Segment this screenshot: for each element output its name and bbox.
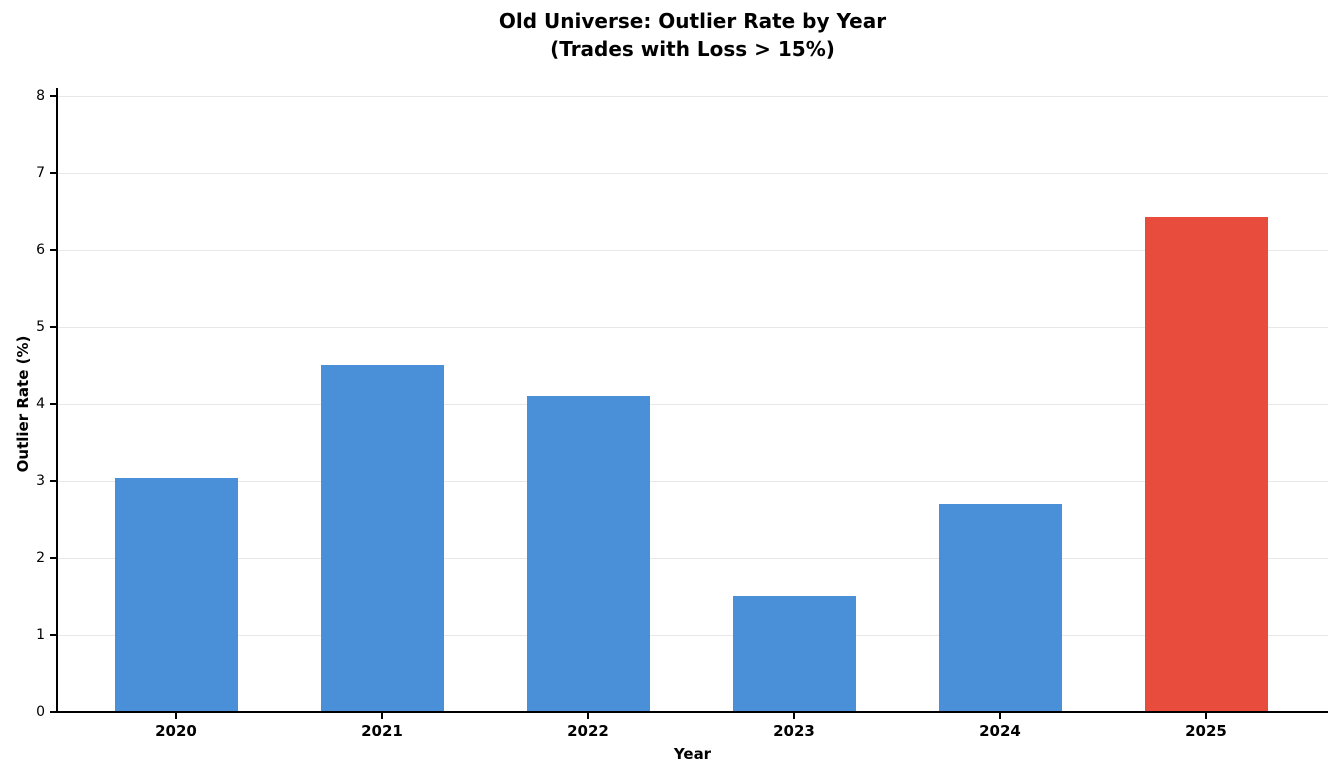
y-tick-label-2: 2 [36, 550, 45, 566]
y-tick-label-7: 7 [36, 165, 45, 181]
bar-2025 [1144, 217, 1268, 712]
y-tick-label-8: 8 [36, 88, 45, 104]
y-tick-label-1: 1 [36, 627, 45, 643]
bar-2024 [938, 504, 1062, 712]
gridline-2 [57, 558, 1328, 559]
y-tick-mark-1 [50, 634, 57, 636]
gridline-8 [57, 96, 1328, 97]
bar-2020 [114, 478, 238, 712]
x-tick-label-2025: 2025 [1185, 722, 1227, 740]
gridline-6 [57, 250, 1328, 251]
x-axis-label: Year [673, 745, 712, 763]
x-tick-mark-2024 [999, 713, 1001, 719]
y-tick-mark-7 [50, 172, 57, 174]
y-tick-label-6: 6 [36, 242, 45, 258]
x-tick-mark-2021 [381, 713, 383, 719]
y-axis-spine [56, 88, 58, 713]
y-tick-mark-6 [50, 249, 57, 251]
x-axis-spine [56, 711, 1328, 713]
gridline-4 [57, 404, 1328, 405]
y-tick-mark-2 [50, 557, 57, 559]
x-tick-mark-2025 [1205, 713, 1207, 719]
x-tick-label-2023: 2023 [773, 722, 815, 740]
y-tick-label-3: 3 [36, 473, 45, 489]
x-tick-label-2022: 2022 [567, 722, 609, 740]
x-tick-mark-2020 [175, 713, 177, 719]
bar-2023 [732, 596, 856, 712]
y-tick-mark-4 [50, 403, 57, 405]
gridline-3 [57, 481, 1328, 482]
bar-2022 [526, 396, 650, 712]
y-tick-label-0: 0 [36, 704, 45, 720]
x-tick-label-2024: 2024 [979, 722, 1021, 740]
x-tick-mark-2022 [587, 713, 589, 719]
bar-2021 [320, 365, 444, 712]
x-tick-label-2020: 2020 [155, 722, 197, 740]
chart-title-block: Old Universe: Outlier Rate by Year (Trad… [57, 7, 1328, 63]
x-tick-mark-2023 [793, 713, 795, 719]
y-tick-mark-0 [50, 711, 57, 713]
chart-title: Old Universe: Outlier Rate by Year [498, 9, 887, 33]
gridline-7 [57, 173, 1328, 174]
chart-subtitle: (Trades with Loss > 15%) [550, 37, 835, 61]
y-tick-mark-3 [50, 480, 57, 482]
x-tick-label-2021: 2021 [361, 722, 403, 740]
y-tick-label-4: 4 [36, 396, 45, 412]
gridline-5 [57, 327, 1328, 328]
y-tick-mark-8 [50, 95, 57, 97]
y-tick-label-5: 5 [36, 319, 45, 335]
y-tick-mark-5 [50, 326, 57, 328]
gridline-1 [57, 635, 1328, 636]
